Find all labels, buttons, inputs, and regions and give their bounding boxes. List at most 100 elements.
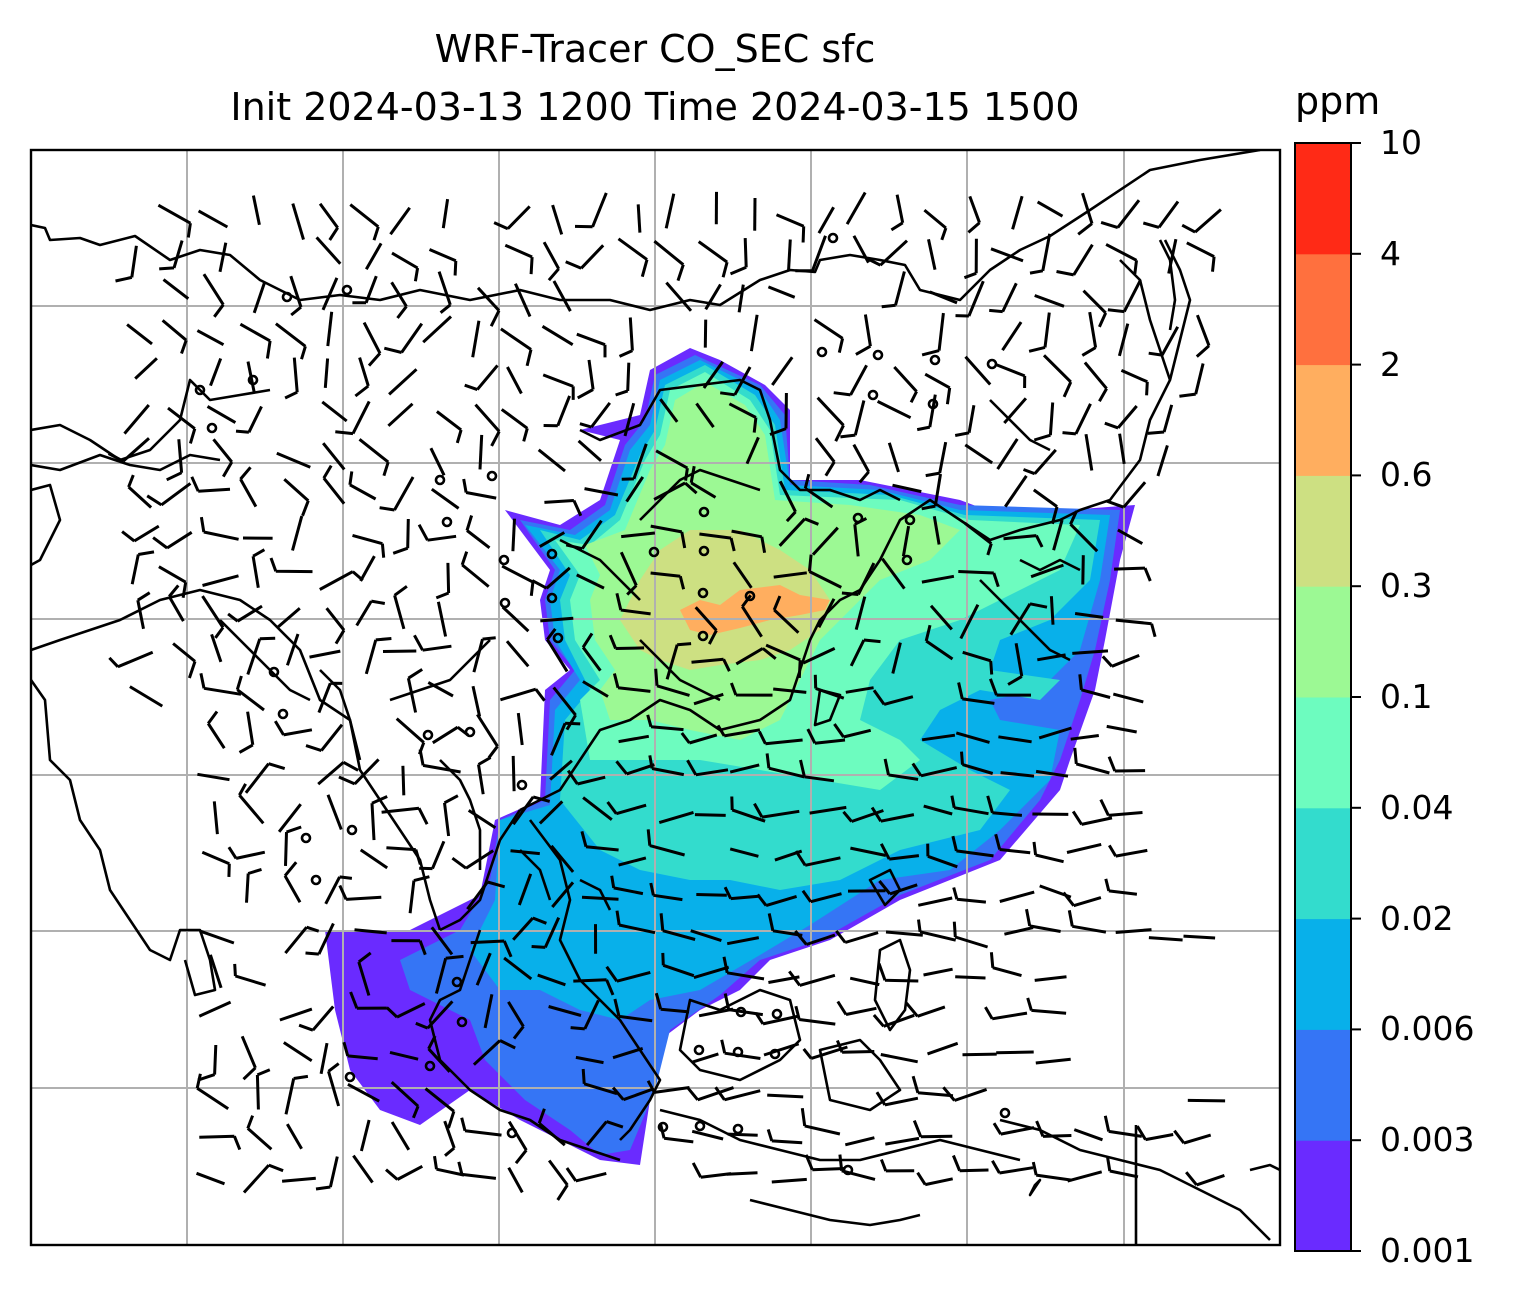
colorbar-tick-label: 0.6 [1380, 455, 1433, 495]
wind-barb [916, 394, 937, 432]
wind-barb [319, 1042, 329, 1075]
wind-barb [957, 682, 995, 705]
wind-barb [146, 482, 192, 507]
wind-barb [206, 405, 237, 424]
wind-barb [612, 1046, 644, 1060]
wind-barb [1147, 404, 1174, 435]
wind-barb [199, 516, 239, 541]
calm-wind-marker [697, 630, 709, 642]
wind-barb [1070, 734, 1099, 741]
wind-barb [769, 392, 788, 436]
wind-barb [391, 251, 420, 282]
wind-barb [845, 191, 867, 225]
wind-barb [615, 362, 631, 397]
map-subtitle: Init 2024-03-13 1200 Time 2024-03-15 150… [230, 85, 1080, 129]
wind-barb [1179, 363, 1205, 398]
wind-barb [282, 1041, 313, 1062]
wind-barb [795, 235, 827, 273]
wind-barb [699, 532, 736, 552]
wind-barb [664, 193, 676, 229]
wind-barb [390, 1080, 420, 1119]
wind-barb [924, 624, 954, 661]
calm-wind-marker [486, 470, 498, 482]
wind-barb [1112, 692, 1144, 704]
wind-barb [794, 930, 836, 946]
calm-wind-marker [693, 1044, 705, 1056]
wind-barb [385, 1002, 426, 1019]
wind-barb [352, 1154, 374, 1184]
wind-barb [1195, 314, 1211, 358]
wind-barb [349, 203, 380, 241]
wind-barbs [107, 191, 1226, 1201]
wind-barb [618, 317, 634, 358]
wind-barb [342, 1041, 378, 1061]
wind-barb [942, 1086, 988, 1102]
calm-wind-marker [546, 548, 558, 560]
colorbar-segment [1295, 918, 1351, 1030]
wind-barb [451, 849, 495, 870]
wind-barb [994, 833, 1031, 855]
wind-barb [737, 284, 745, 313]
wind-barb [359, 848, 389, 870]
wind-barb [201, 850, 231, 877]
wind-barb [697, 240, 729, 278]
wind-barb [206, 710, 226, 750]
wind-barb [347, 1082, 380, 1103]
wind-barb [1034, 975, 1067, 982]
wind-barb [123, 404, 150, 435]
wind-barb [338, 758, 380, 786]
wind-barb [615, 910, 656, 935]
wind-barb [1034, 294, 1065, 308]
colorbar-segment [1295, 1029, 1351, 1141]
wind-barb [612, 673, 651, 693]
wind-barb [305, 922, 335, 956]
wind-barb [284, 357, 299, 400]
wind-barb [994, 363, 1027, 389]
wind-barb [252, 281, 267, 314]
wind-barb [499, 687, 546, 702]
calm-wind-marker [277, 708, 289, 720]
wind-barb [998, 735, 1032, 744]
wind-barb [876, 400, 912, 420]
wind-barb [1001, 321, 1023, 352]
calm-wind-marker [694, 1120, 706, 1132]
wind-barb [1073, 747, 1110, 775]
wind-barb [251, 548, 266, 588]
wind-barb [537, 973, 566, 987]
wind-barb [584, 487, 619, 497]
wind-barb [501, 564, 535, 596]
wind-barb [917, 919, 957, 942]
wind-barb [665, 281, 693, 312]
calm-wind-marker [441, 516, 453, 528]
wind-barb [428, 248, 458, 276]
wind-barb [767, 1093, 804, 1099]
calm-wind-marker [648, 546, 660, 558]
wind-barb [619, 551, 638, 596]
wind-barb [1081, 555, 1085, 585]
wind-barb [1052, 519, 1064, 551]
calm-wind-marker [744, 590, 756, 602]
wind-barb [880, 1053, 918, 1064]
wind-barb [565, 244, 605, 270]
wind-barb [1067, 910, 1107, 934]
wind-barb [650, 571, 686, 590]
wind-barb [773, 571, 807, 579]
wind-barb [890, 194, 905, 232]
calm-wind-marker [732, 1123, 744, 1135]
colorbar-tick-label: 4 [1380, 233, 1401, 273]
wind-barb [550, 844, 575, 873]
wind-barb [582, 796, 613, 821]
wind-barb [512, 916, 547, 941]
wind-barb [927, 238, 937, 271]
wind-barb [1173, 1129, 1212, 1145]
wind-barb [1107, 756, 1146, 773]
wind-barb [327, 1062, 341, 1107]
wind-barb [433, 1155, 465, 1177]
wind-barb [1156, 444, 1169, 477]
wind-barb [659, 398, 679, 423]
wind-barb [1011, 195, 1024, 230]
wind-barb [501, 605, 530, 633]
colorbar-tick-label: 0.04 [1380, 787, 1454, 827]
wind-barb [855, 314, 872, 356]
wind-barb [807, 554, 842, 589]
